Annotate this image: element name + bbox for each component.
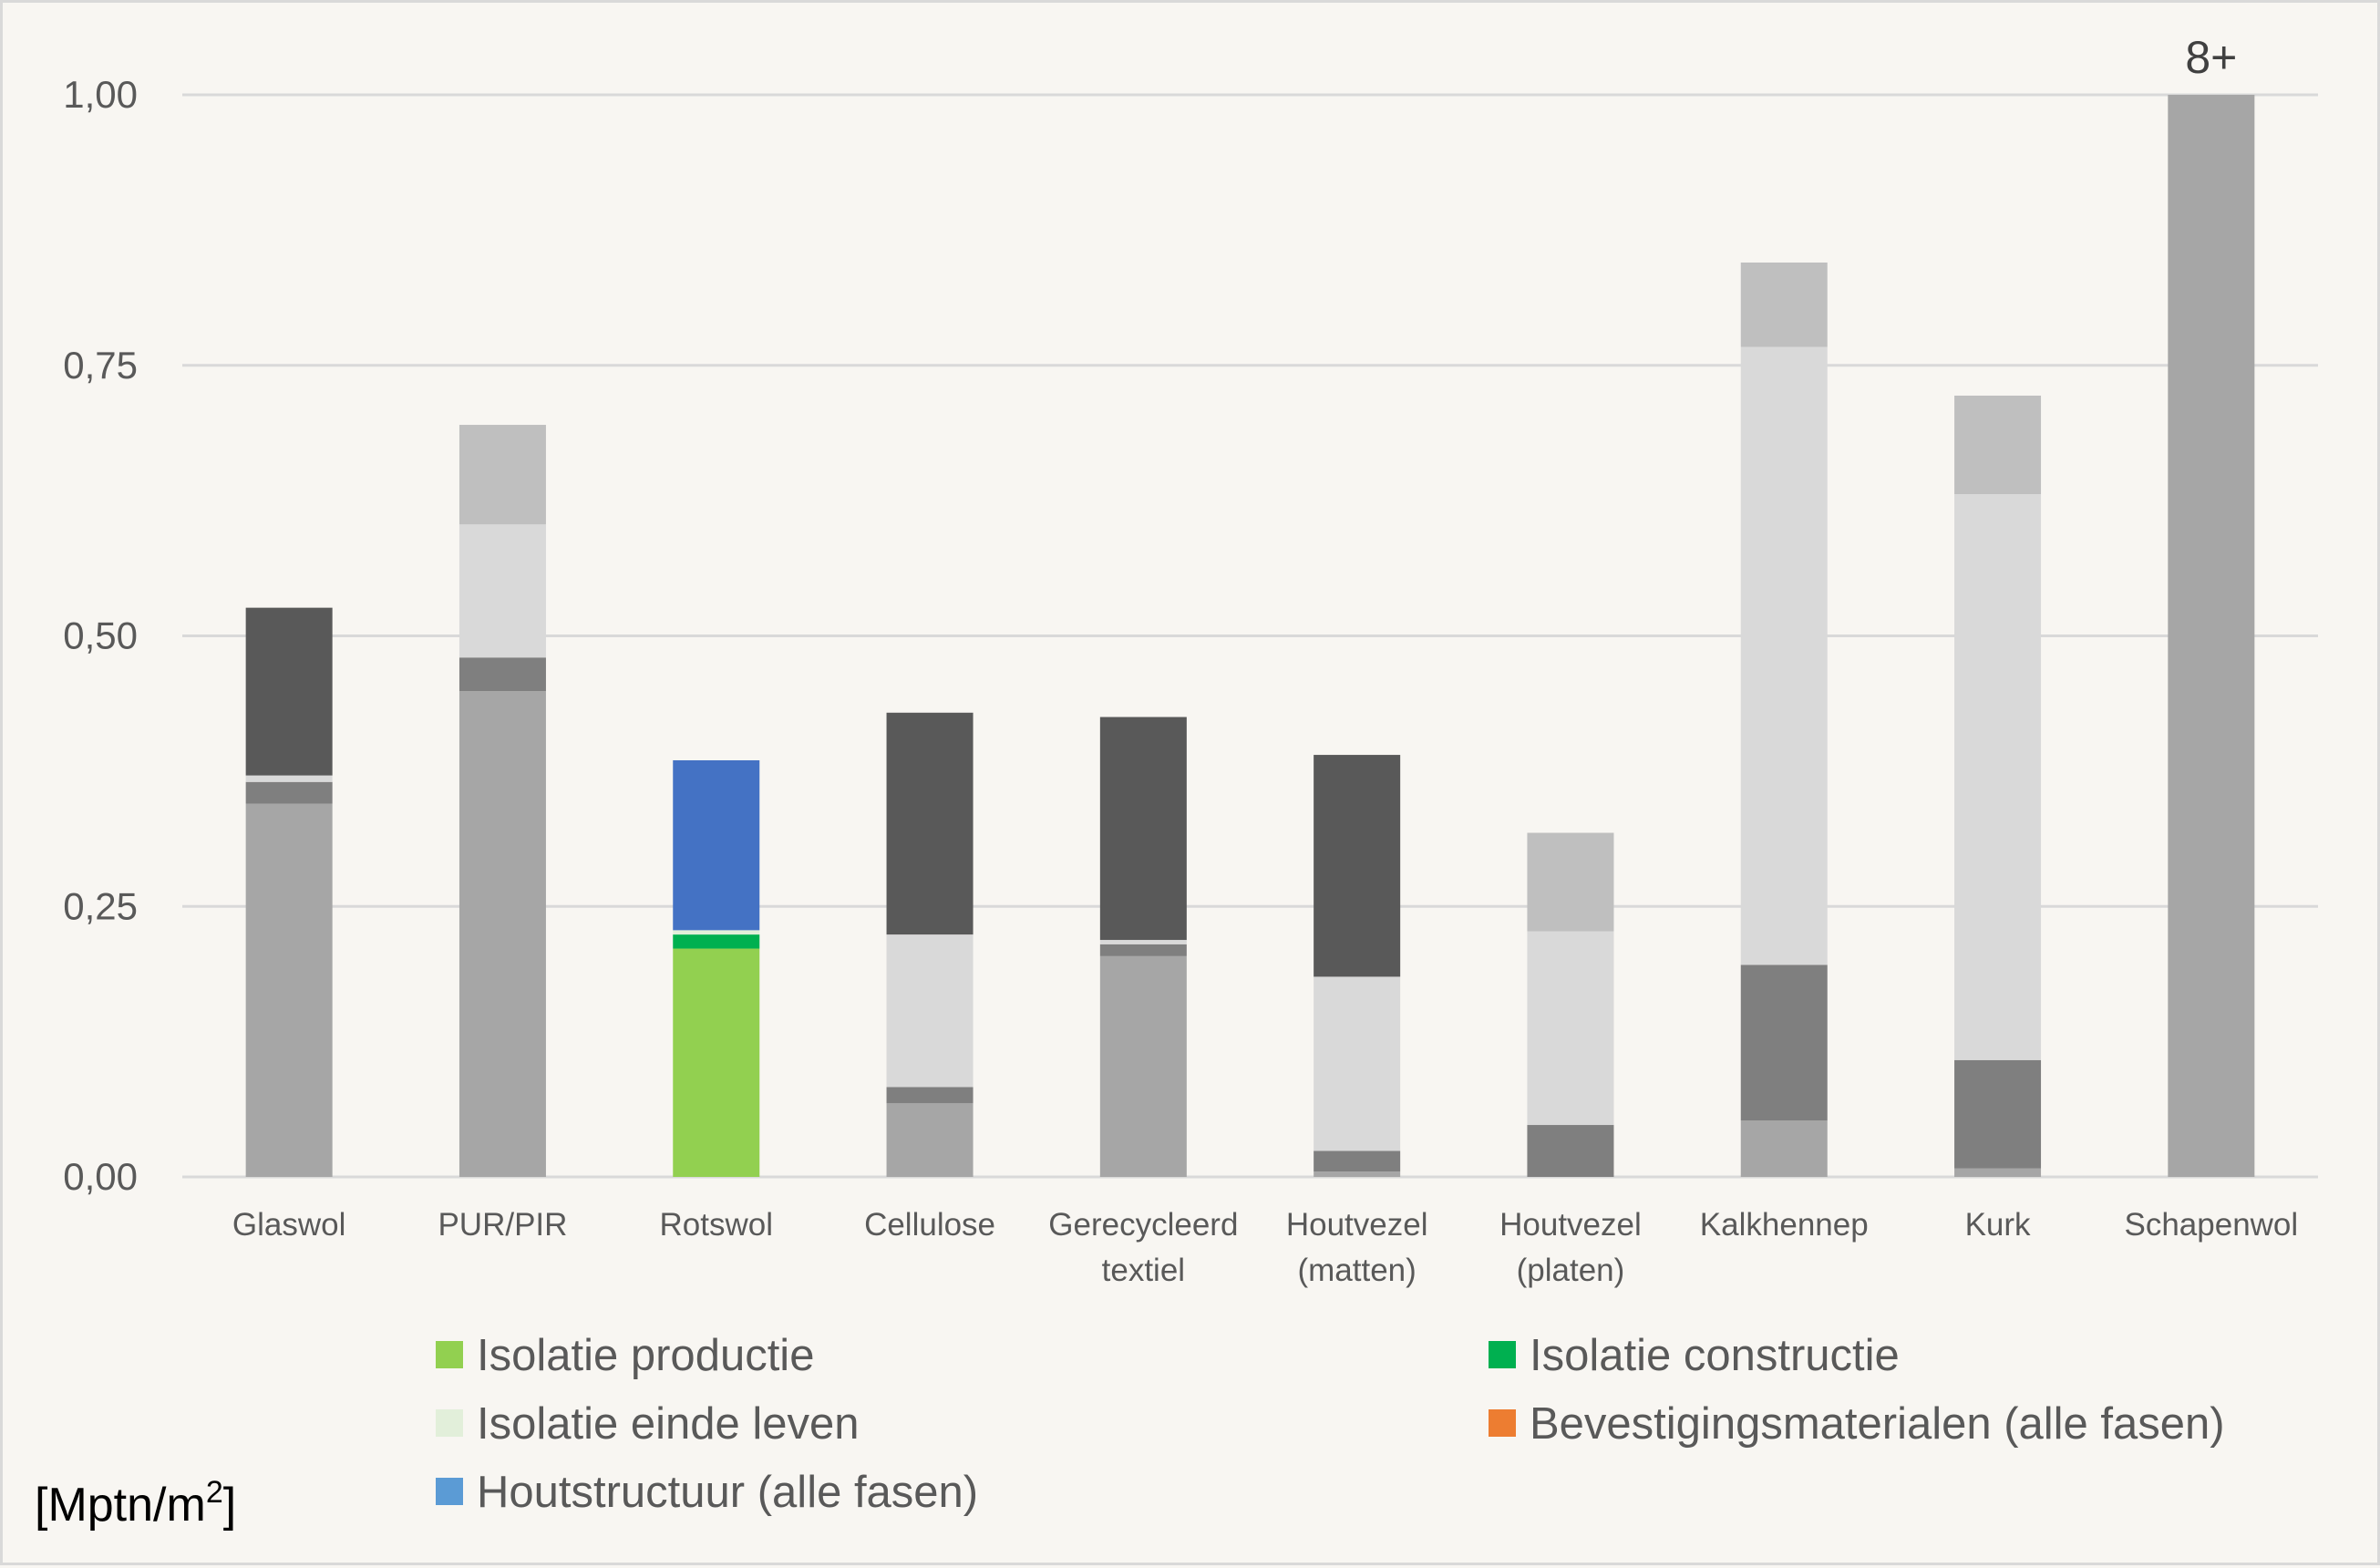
bars bbox=[245, 95, 2255, 1177]
bar-segment bbox=[886, 712, 974, 935]
bar-segment bbox=[245, 781, 333, 804]
x-category-label: textiel bbox=[1102, 1253, 1185, 1288]
bar-segment bbox=[1527, 832, 1614, 932]
bar-segment bbox=[673, 934, 760, 949]
bar-segment bbox=[1954, 395, 2042, 495]
y-tick-label: 0,75 bbox=[63, 344, 138, 387]
x-category-label: Kurk bbox=[1965, 1207, 2031, 1243]
y-tick-label: 0,00 bbox=[63, 1155, 138, 1198]
bar-segment bbox=[1099, 717, 1187, 941]
legend-label: Houtstructuur (alle fasen) bbox=[477, 1468, 978, 1517]
bar-segment bbox=[1527, 931, 1614, 1126]
bar-segment bbox=[2168, 95, 2255, 1177]
legend-label: Isolatie constructie bbox=[1530, 1331, 1900, 1380]
unit-label-base: [Mptn/m bbox=[35, 1479, 206, 1532]
bar-segment bbox=[458, 691, 546, 1177]
bar-segment bbox=[458, 524, 546, 658]
bar-segment bbox=[673, 948, 760, 1177]
legend-label: Bevestigingsmaterialen (alle fasen) bbox=[1530, 1399, 2225, 1449]
bar-segment bbox=[1314, 976, 1401, 1151]
annotations: 8+ bbox=[2185, 32, 2237, 83]
bar-segment bbox=[458, 425, 546, 525]
bar-segment bbox=[1740, 1120, 1828, 1177]
x-category-label: Kalkhennep bbox=[1700, 1207, 1869, 1243]
bar-segment bbox=[673, 760, 760, 931]
legend-label: Isolatie einde leven bbox=[477, 1399, 860, 1449]
bar-segment bbox=[886, 1103, 974, 1177]
x-category-label: Houtvezel bbox=[1499, 1207, 1642, 1243]
legend-label: Isolatie productie bbox=[477, 1331, 814, 1380]
bar-segment bbox=[245, 803, 333, 1177]
bar-segment bbox=[245, 775, 333, 782]
chart-svg: 0,00 0,25 0,50 0,75 1,00 Glaswol PUR/PIR Rotsw… bbox=[35, 32, 2318, 1532]
x-category-label: Schapenwol bbox=[2124, 1207, 2298, 1243]
bar-segment bbox=[1954, 1059, 2042, 1169]
bar-segment bbox=[1527, 1125, 1614, 1177]
bar-segment bbox=[1954, 1168, 2042, 1177]
unit-label-superscript: 2 bbox=[206, 1475, 223, 1510]
bar-segment bbox=[1314, 1150, 1401, 1172]
x-category-label: (matten) bbox=[1297, 1253, 1416, 1288]
x-category-label: Rotswol bbox=[660, 1207, 773, 1243]
bar-segment bbox=[1314, 755, 1401, 977]
legend-swatch bbox=[1489, 1341, 1516, 1368]
y-tick-label: 1,00 bbox=[63, 73, 138, 116]
y-tick-label: 0,25 bbox=[63, 884, 138, 927]
x-category-label: Houtvezel bbox=[1286, 1207, 1428, 1243]
bar-segment bbox=[1740, 346, 1828, 965]
bar-segment bbox=[458, 657, 546, 692]
legend-swatch bbox=[436, 1341, 463, 1368]
bar-annotation: 8+ bbox=[2185, 32, 2237, 83]
bar-segment bbox=[1099, 944, 1187, 956]
legend-swatch bbox=[436, 1478, 463, 1505]
bar-segment bbox=[886, 934, 974, 1088]
x-category-label: Glaswol bbox=[232, 1207, 345, 1243]
bar-segment bbox=[1954, 494, 2042, 1060]
bar-segment bbox=[673, 930, 760, 935]
unit-label: [Mptn/m2] bbox=[35, 1475, 236, 1532]
unit-label-suffix: ] bbox=[223, 1479, 236, 1532]
x-category-label: Cellulose bbox=[864, 1207, 995, 1243]
bar-segment bbox=[1740, 965, 1828, 1121]
bar-segment bbox=[245, 607, 333, 776]
y-axis-ticks: 0,00 0,25 0,50 0,75 1,00 bbox=[63, 73, 138, 1198]
bar-segment bbox=[1099, 940, 1187, 944]
bar-segment bbox=[886, 1087, 974, 1104]
bar-segment bbox=[1314, 1171, 1401, 1177]
legend-swatch bbox=[436, 1409, 463, 1437]
x-axis-categories: Glaswol PUR/PIR Rotswol Cellulose Gerecyclee… bbox=[232, 1207, 2298, 1288]
bar-segment bbox=[1099, 955, 1187, 1177]
legend-swatch bbox=[1489, 1409, 1516, 1437]
legend: Isolatie productie Isolatie constructie Is… bbox=[436, 1331, 2225, 1517]
x-category-label: Gerecycleerd bbox=[1048, 1207, 1238, 1243]
x-category-label: (platen) bbox=[1517, 1253, 1625, 1288]
y-tick-label: 0,50 bbox=[63, 614, 138, 657]
bar-segment bbox=[1740, 262, 1828, 347]
x-category-label: PUR/PIR bbox=[438, 1207, 567, 1243]
